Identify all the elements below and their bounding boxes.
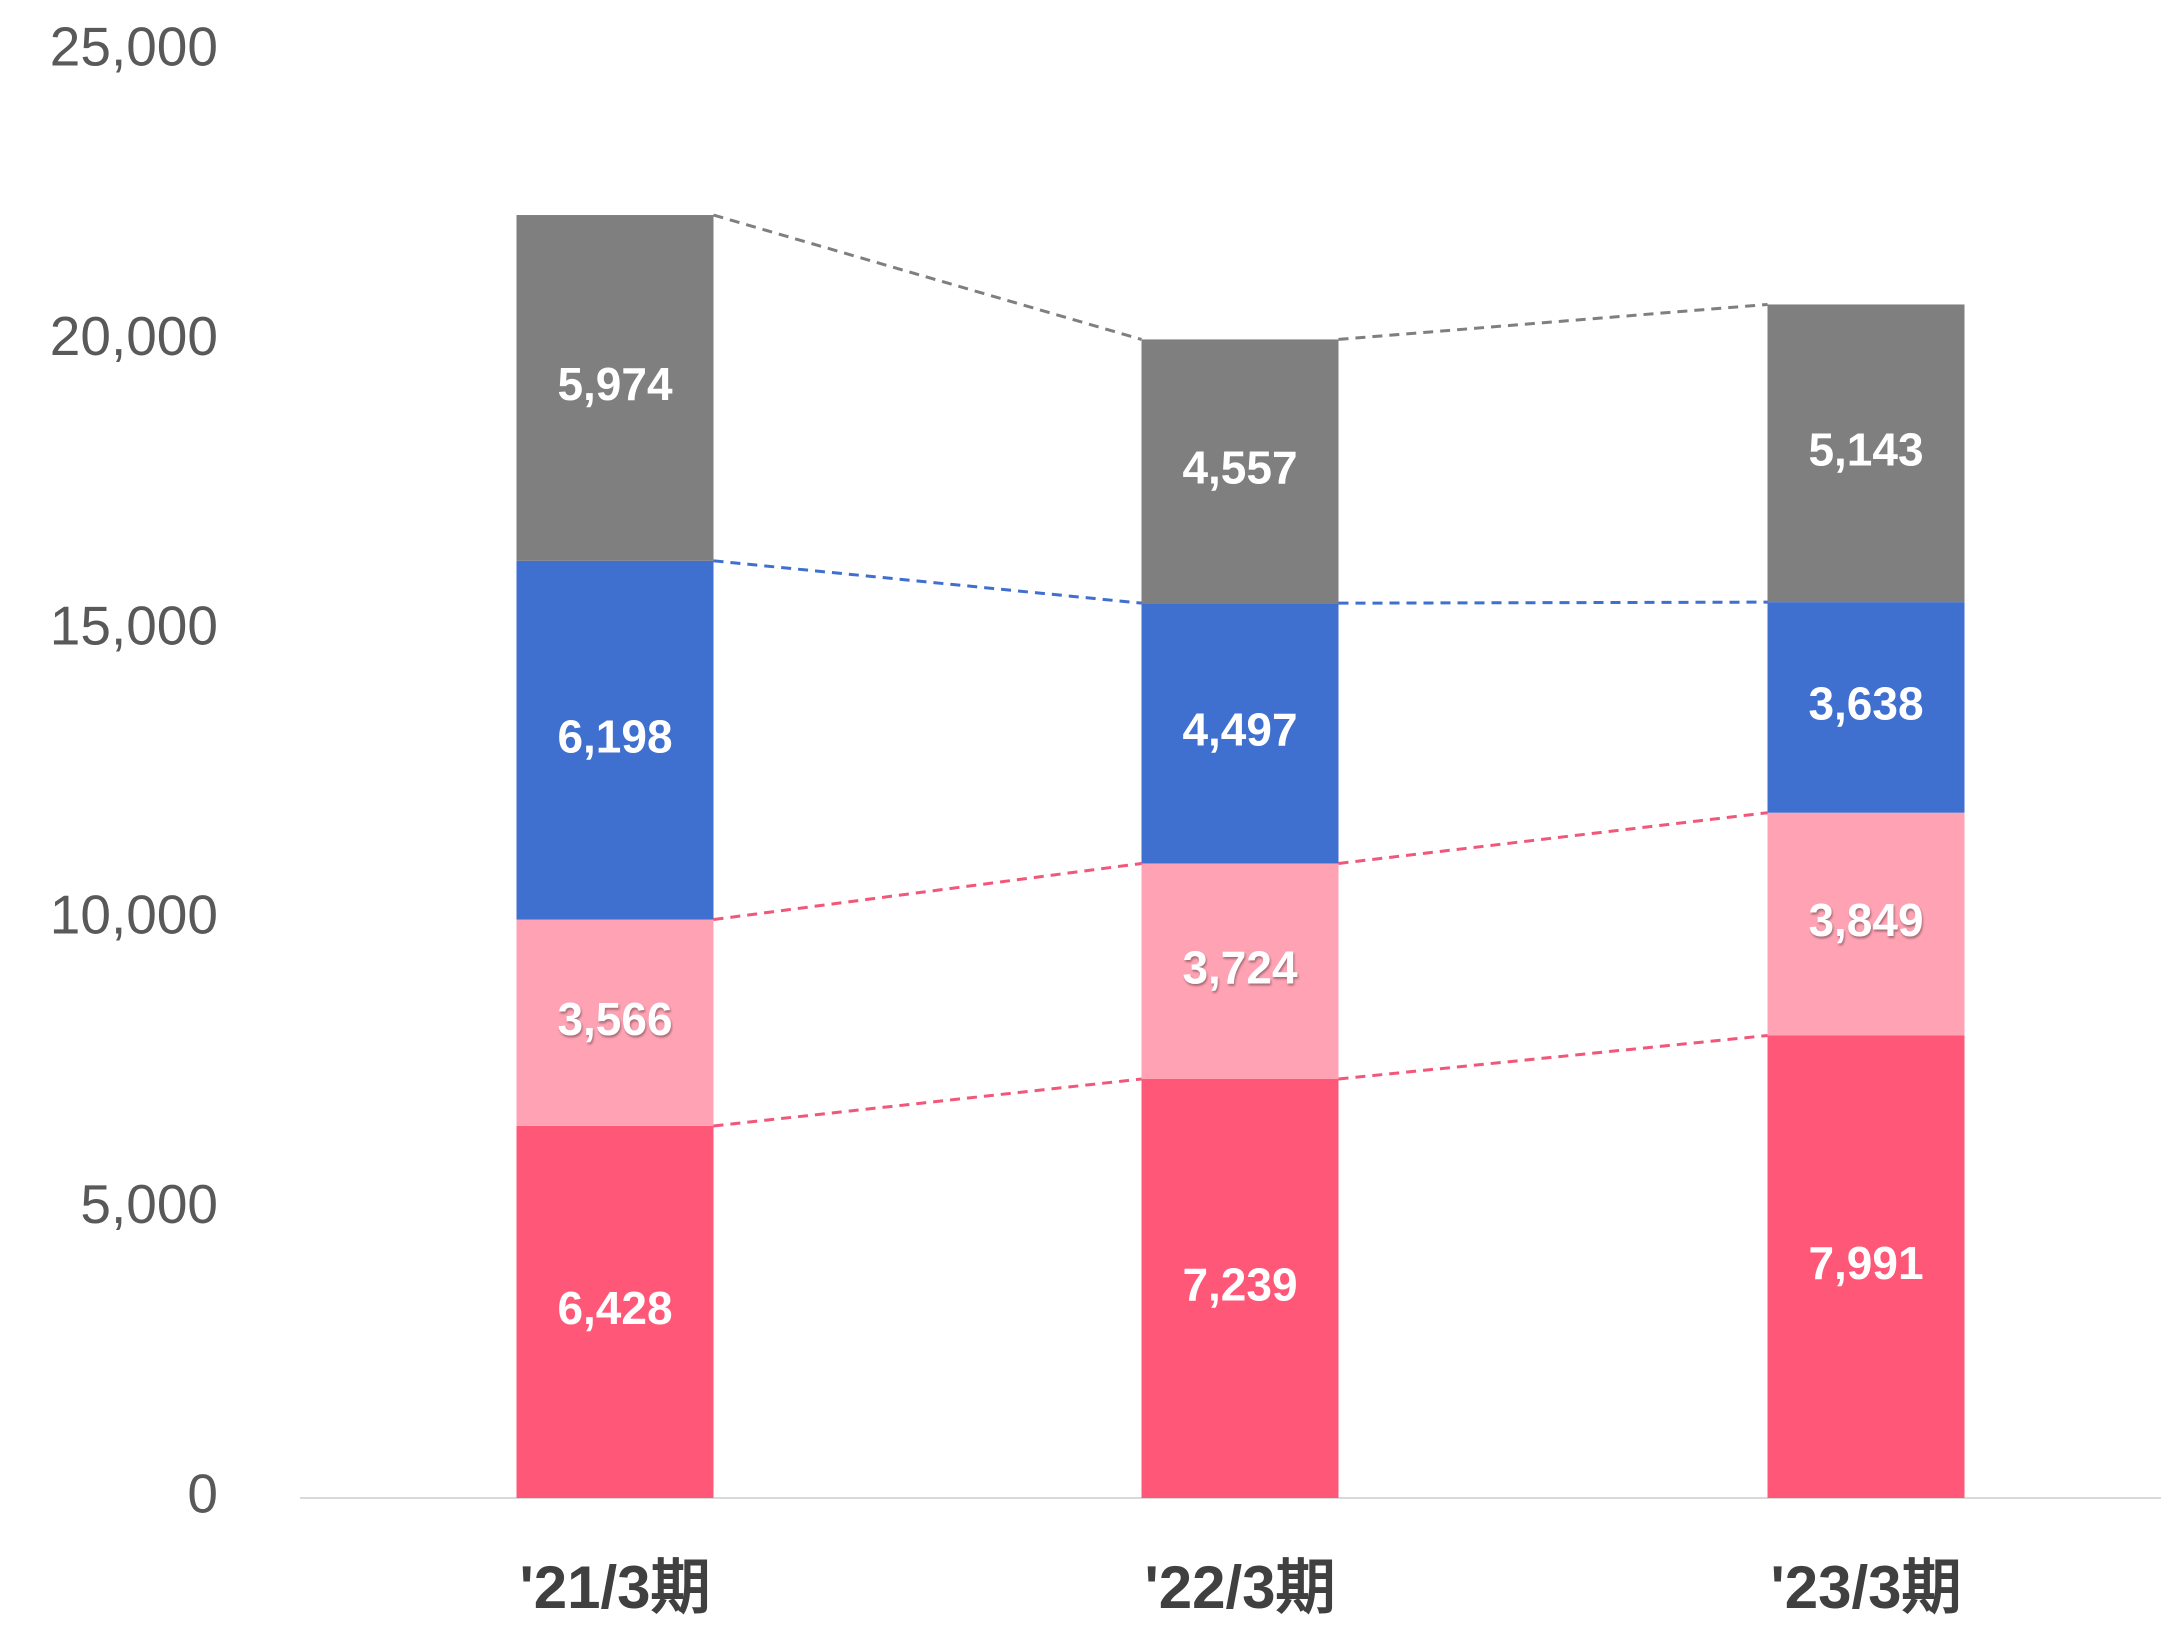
data-label: 3,638 xyxy=(1808,678,1923,730)
y-tick-label: 15,000 xyxy=(50,594,218,656)
y-tick-label: 20,000 xyxy=(50,305,218,367)
connector-line xyxy=(1338,302,1768,341)
x-tick-label: '23/3期 xyxy=(1770,1554,1961,1621)
y-tick-label: 10,000 xyxy=(50,884,218,946)
bar-segment xyxy=(516,1125,714,1498)
connector-line xyxy=(713,861,1142,922)
bar-segment xyxy=(516,215,714,561)
data-label: 7,991 xyxy=(1808,1237,1923,1289)
bar-segment xyxy=(1767,812,1965,1036)
x-tick-label: '22/3期 xyxy=(1144,1554,1335,1621)
data-label: 5,143 xyxy=(1808,423,1923,475)
x-tick-label: '21/3期 xyxy=(519,1554,710,1621)
data-label: 3,566 xyxy=(557,993,672,1045)
data-label: 7,239 xyxy=(1182,1259,1297,1311)
connector-line xyxy=(713,213,1142,341)
connector-line xyxy=(1338,1033,1768,1081)
connector-line xyxy=(1338,811,1768,865)
bar-segment xyxy=(1767,304,1965,603)
data-label: 3,724 xyxy=(1182,941,1298,993)
data-label: 6,198 xyxy=(557,710,672,762)
bar-segment xyxy=(1141,1079,1339,1498)
y-tick-label: 5,000 xyxy=(80,1173,218,1235)
bar-segment xyxy=(1767,602,1965,813)
connector-line xyxy=(713,1077,1142,1128)
connector-line xyxy=(1338,600,1768,605)
bar-segment xyxy=(516,560,714,920)
data-label: 3,849 xyxy=(1808,894,1923,946)
bar-segment xyxy=(1141,339,1339,604)
data-label: 5,974 xyxy=(557,358,673,410)
bar-segment xyxy=(1141,603,1339,864)
bar-segment xyxy=(1767,1035,1965,1498)
data-label: 4,557 xyxy=(1182,441,1297,493)
data-label: 6,428 xyxy=(557,1282,672,1334)
y-tick-label: 25,000 xyxy=(50,16,218,78)
connector-line xyxy=(713,559,1142,605)
bar-segment xyxy=(1141,863,1339,1080)
bar-segment xyxy=(516,919,714,1126)
y-tick-label: 0 xyxy=(187,1463,218,1525)
data-label: 4,497 xyxy=(1182,703,1297,755)
